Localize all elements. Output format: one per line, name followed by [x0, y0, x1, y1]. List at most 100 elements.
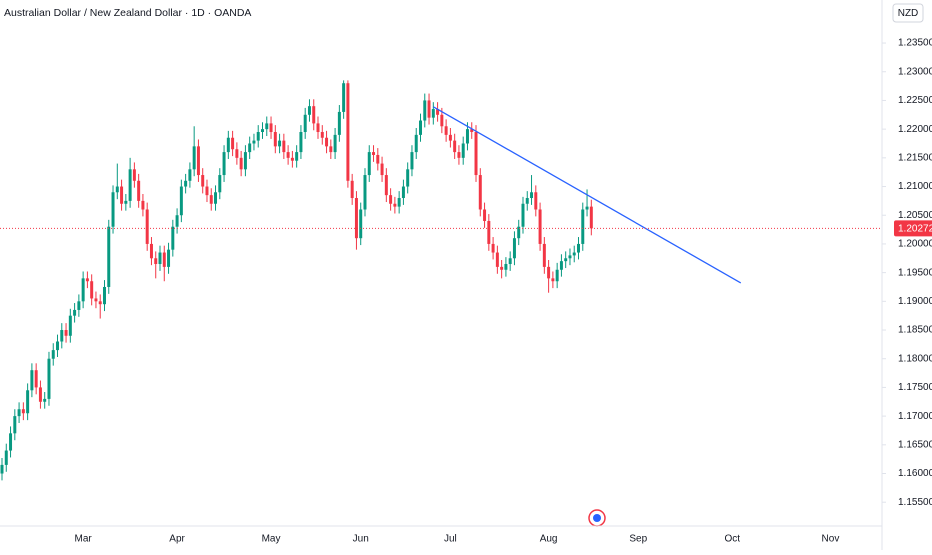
y-tick-label: 1.22500: [898, 95, 932, 106]
candle-body: [419, 120, 422, 135]
candle-body: [184, 180, 188, 187]
candle-body: [542, 243, 546, 267]
x-tick-label: Nov: [822, 534, 840, 545]
candle-body: [56, 341, 60, 351]
x-tick-label: Aug: [540, 534, 558, 545]
x-tick-label: Jul: [444, 534, 457, 545]
y-tick-label: 1.18000: [898, 353, 932, 364]
candle-body: [0, 464, 4, 474]
candle-body: [149, 243, 153, 259]
candle-body: [286, 152, 290, 158]
candle-body: [4, 450, 8, 465]
candle-body: [299, 132, 303, 153]
candle-body: [85, 278, 89, 282]
candle-body: [500, 266, 504, 270]
y-tick-label: 1.16000: [898, 468, 932, 479]
candle-body: [51, 350, 55, 359]
x-tick-label: Jun: [353, 534, 369, 545]
candle-body: [551, 278, 555, 282]
candle-body: [521, 203, 525, 227]
candle-body: [547, 266, 551, 279]
candle-body: [120, 186, 124, 204]
candle-body: [372, 152, 376, 155]
candle-body: [128, 169, 132, 201]
y-tick-label: 1.21500: [898, 152, 932, 163]
candle-body: [214, 192, 218, 204]
y-tick-label: 1.15500: [898, 497, 932, 508]
candle-body: [564, 258, 568, 262]
candle-body: [525, 198, 529, 204]
candle-body: [440, 114, 444, 127]
candle-body: [21, 409, 25, 414]
candle-body: [367, 152, 371, 176]
candle-body: [192, 146, 196, 170]
candle-body: [337, 111, 341, 135]
x-tick-label: Mar: [75, 534, 93, 545]
candle-body: [577, 243, 580, 253]
candle-body: [303, 114, 307, 133]
candle-body: [461, 143, 465, 158]
x-tick-label: May: [262, 534, 281, 545]
candle-body: [107, 226, 111, 287]
candle-body: [102, 286, 106, 305]
candle-body: [453, 140, 457, 153]
candle-body: [256, 132, 260, 141]
candle-body: [581, 209, 585, 244]
candle-body: [312, 106, 316, 124]
candle-body: [436, 109, 440, 115]
candle-body: [154, 258, 158, 265]
candle-body: [73, 309, 77, 316]
candle-body: [222, 152, 226, 176]
chart-title: Australian Dollar / New Zealand Dollar ·…: [4, 7, 251, 19]
event-icon[interactable]: [588, 509, 606, 527]
candle-body: [13, 416, 17, 434]
candle-body: [167, 249, 171, 267]
x-tick-label: Apr: [169, 534, 185, 545]
candle-body: [380, 163, 384, 176]
candle-body: [307, 106, 311, 115]
candle-body: [568, 255, 572, 259]
candle-body: [444, 126, 448, 135]
candle-body: [487, 220, 491, 244]
y-tick-label: 1.23500: [898, 38, 932, 49]
candle-body: [397, 198, 401, 207]
x-tick-label: Oct: [724, 534, 740, 545]
candle-body: [530, 192, 534, 199]
candle-body: [354, 198, 358, 239]
candle-body: [261, 129, 264, 133]
candle-body: [410, 152, 414, 170]
currency-label[interactable]: NZD: [898, 8, 919, 19]
candle-body: [474, 132, 478, 176]
candle-body: [269, 123, 273, 133]
candle-body: [30, 370, 34, 391]
candle-body: [295, 152, 299, 161]
candle-body: [512, 238, 516, 259]
candle-body: [572, 252, 576, 256]
candle-body: [363, 175, 367, 210]
candle-body: [231, 137, 235, 150]
candle-body: [342, 83, 346, 112]
candle-body: [252, 140, 256, 144]
candle-body: [448, 134, 452, 141]
candle-body: [124, 200, 128, 204]
candle-body: [201, 175, 205, 187]
candle-body: [60, 330, 64, 342]
candle-body: [94, 298, 98, 302]
currency-box[interactable]: [892, 3, 924, 23]
candle-body: [431, 109, 435, 118]
candle-body: [38, 387, 42, 402]
candle-body: [470, 129, 474, 133]
candle-body: [196, 146, 200, 176]
candle-body: [137, 180, 141, 201]
candle-body: [9, 433, 13, 451]
candle-body: [393, 203, 397, 207]
candle-body: [559, 261, 563, 270]
candle-body: [47, 358, 51, 399]
y-tick-label: 1.22000: [898, 124, 932, 135]
candle-body: [325, 137, 329, 147]
candle-body: [162, 252, 166, 267]
y-tick-label: 1.17500: [898, 382, 932, 393]
last-price-box: [894, 220, 932, 237]
candle-body: [179, 186, 183, 216]
